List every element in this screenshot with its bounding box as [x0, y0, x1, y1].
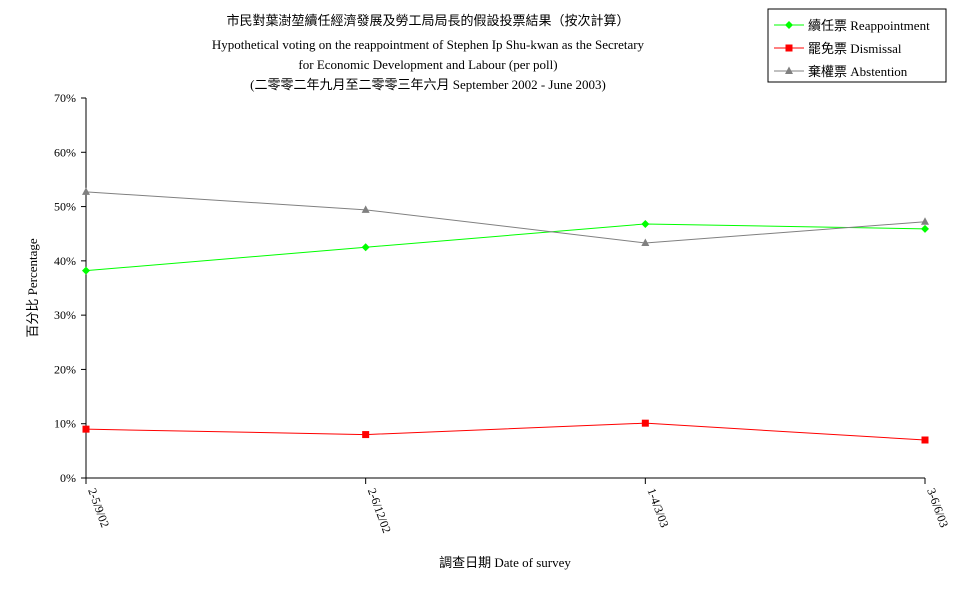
y-tick-label: 40%: [54, 254, 76, 268]
y-tick-label: 50%: [54, 200, 76, 214]
abstention-point: [641, 238, 650, 246]
axes: [85, 98, 925, 479]
abstention-line: [85, 191, 926, 244]
abstention-point: [361, 205, 370, 213]
chart-title-line: 市民對葉澍堃續任經濟發展及勞工局局長的假設投票結果（按次計算）: [226, 13, 629, 28]
x-tick-label: 2-5/9/02: [85, 486, 112, 529]
legend-label: 續任票 Reappointment: [808, 18, 930, 33]
reappointment-point: [361, 243, 370, 252]
abstention-point: [921, 217, 929, 225]
y-tick-label: 20%: [54, 362, 76, 376]
reappointment-point: [82, 266, 90, 275]
reappointment-line: [85, 223, 926, 272]
dismissal-point: [921, 436, 929, 444]
abstention-point: [82, 187, 90, 195]
reappointment-point: [921, 224, 929, 233]
series-lines: [82, 187, 929, 444]
legend-item-dismissal: 罷免票 Dismissal: [774, 41, 902, 56]
legend-label: 棄權票 Abstention: [808, 64, 908, 79]
y-tick-label: 60%: [54, 145, 76, 159]
chart-title-line: Hypothetical voting on the reappointment…: [212, 37, 645, 52]
y-tick-label: 70%: [54, 91, 76, 105]
y-tick-label: 0%: [60, 471, 76, 485]
legend-marker: [785, 21, 793, 29]
chart-title-line: for Economic Development and Labour (per…: [298, 57, 557, 72]
reappointment-point: [641, 219, 650, 228]
dismissal-line: [85, 422, 926, 441]
dismissal-point: [362, 431, 370, 439]
series-dismissal: [82, 419, 929, 444]
series-reappointment: [82, 219, 929, 275]
series-abstention: [82, 187, 929, 246]
x-axis-label: 調查日期 Date of survey: [439, 555, 571, 570]
legend-item-reappointment: 續任票 Reappointment: [774, 18, 930, 33]
chart-title: 市民對葉澍堃續任經濟發展及勞工局局長的假設投票結果（按次計算） Hypotheti…: [212, 13, 645, 92]
legend-item-abstention: 棄權票 Abstention: [774, 64, 908, 79]
y-axis-label: 百分比 Percentage: [25, 238, 40, 338]
dismissal-point: [641, 419, 649, 427]
chart-title-line: (二零零二年九月至二零零三年六月 September 2002 - June 2…: [250, 77, 606, 92]
x-axis-ticks: 2-5/9/02 2-6/12/02 1-4/3/03 3-6/6/03: [85, 478, 951, 535]
legend-box: [767, 8, 947, 83]
x-tick-label: 2-6/12/02: [365, 486, 394, 535]
legend-marker: [785, 44, 793, 52]
legend: 續任票 Reappointment 罷免票 Dismissal 棄權票 Absten…: [767, 8, 947, 83]
dismissal-point: [82, 425, 90, 433]
x-tick-label: 3-6/6/03: [924, 486, 951, 529]
y-tick-label: 10%: [54, 417, 76, 431]
x-tick-label: 1-4/3/03: [645, 486, 672, 529]
legend-label: 罷免票 Dismissal: [808, 41, 902, 56]
legend-marker: [785, 66, 793, 74]
y-axis-ticks: 0% 10% 20% 30% 40% 50% 60% 70%: [54, 91, 86, 485]
y-tick-label: 30%: [54, 308, 76, 322]
